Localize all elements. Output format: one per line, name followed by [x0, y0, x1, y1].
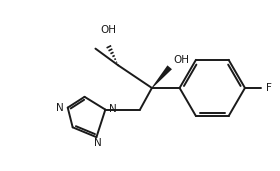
Text: OH: OH [100, 25, 116, 35]
Text: N: N [109, 104, 117, 114]
Text: OH: OH [174, 55, 190, 65]
Polygon shape [151, 65, 172, 88]
Text: F: F [266, 83, 272, 93]
Text: N: N [94, 138, 101, 148]
Text: N: N [56, 103, 64, 113]
